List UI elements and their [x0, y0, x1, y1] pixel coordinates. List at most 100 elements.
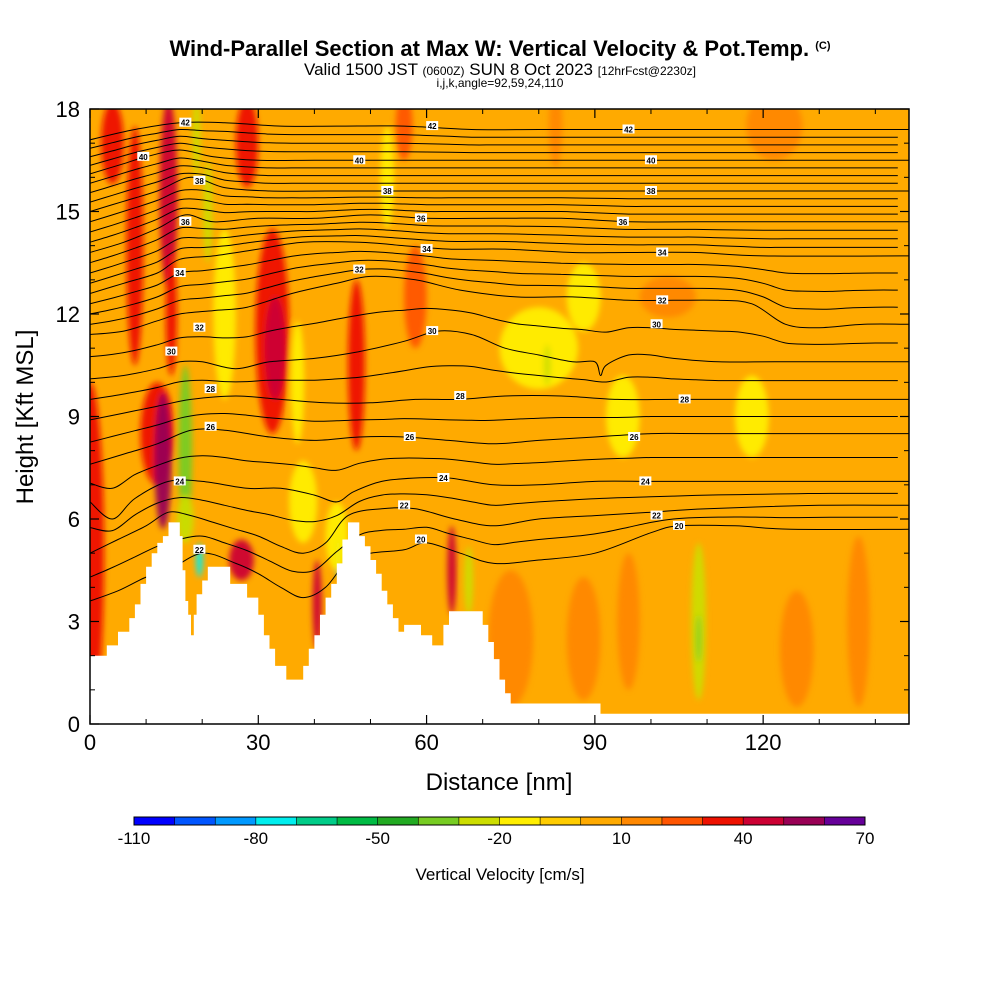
isentrope-label-bg	[426, 121, 439, 131]
isentrope-label: 42	[624, 126, 633, 135]
isentrope-minor	[90, 157, 898, 184]
velocity-cell	[566, 577, 601, 701]
isentrope-minor	[90, 142, 898, 166]
isentrope-label-bg	[204, 384, 217, 394]
isentrope-minor	[90, 268, 898, 325]
isentrope-label-bg	[656, 295, 669, 305]
velocity-cell	[126, 126, 144, 366]
velocity-cell	[543, 344, 551, 386]
isentrope-label-bg	[193, 544, 206, 554]
velocity-cell	[404, 245, 427, 349]
isentrope-label-bg	[628, 432, 641, 441]
isentrope-label-bg	[644, 186, 657, 195]
y-axis-title: Height [Kft MSL]	[12, 330, 39, 505]
velocity-cell	[380, 126, 395, 229]
isentrope-label: 34	[422, 245, 431, 254]
isentropes	[90, 121, 909, 602]
isentrope-label-bg	[173, 268, 186, 277]
isentrope-label-bg	[403, 432, 416, 441]
isentrope-minor	[90, 307, 898, 358]
isentrope-30	[90, 330, 909, 380]
x-axis-title: Distance [nm]	[426, 769, 573, 796]
y-tick-label: 18	[56, 97, 80, 122]
isentrope-label-bg	[398, 500, 411, 510]
x-tick-label: 30	[246, 730, 270, 755]
isentrope-minor	[90, 128, 898, 149]
velocity-cell	[176, 495, 194, 543]
isentrope-minor	[90, 365, 898, 400]
isentrope-label: 28	[456, 392, 465, 401]
isentrope-label: 24	[641, 477, 650, 486]
velocity-cell	[165, 252, 177, 376]
colorbar-tick-label: -80	[244, 829, 269, 848]
isentrope-minor	[90, 259, 898, 315]
velocity-field	[90, 109, 870, 724]
isentrope-label: 36	[181, 218, 190, 227]
terrain	[90, 522, 909, 724]
isentrope-label: 32	[195, 324, 204, 333]
isentrope-label: 22	[195, 546, 204, 555]
colorbar-swatch	[296, 817, 338, 825]
isentrope-label: 34	[175, 269, 184, 278]
isentrope-label-bg	[414, 534, 427, 544]
chart-title: Wind-Parallel Section at Max W: Vertical…	[0, 36, 1000, 62]
isentrope-label: 40	[139, 153, 148, 162]
colorbar-tick-label: 40	[734, 829, 753, 848]
isentrope-label-bg	[137, 151, 150, 161]
isentrope-label: 42	[181, 119, 190, 128]
colorbar-swatch	[540, 817, 582, 825]
title-main: Wind-Parallel Section at Max W: Vertical…	[169, 36, 810, 61]
y-tick-label: 3	[68, 610, 80, 635]
isentrope-label: 38	[383, 187, 392, 196]
velocity-cell	[229, 539, 254, 581]
colorbar-swatch	[580, 817, 622, 825]
velocity-cell	[779, 590, 814, 707]
isentrope-minor	[90, 172, 898, 203]
y-tick-label: 12	[56, 302, 80, 327]
velocity-cell	[154, 392, 172, 530]
isentrope-label: 42	[428, 122, 437, 131]
colorbar-swatch	[134, 817, 176, 825]
velocity-cell	[235, 109, 259, 188]
isentrope-label: 30	[428, 327, 437, 336]
valid-date: SUN 8 Oct 2023	[469, 60, 594, 79]
isentrope-label-bg	[173, 476, 186, 486]
colorbar-swatch	[215, 817, 257, 825]
velocity-cell	[290, 320, 305, 444]
isentrope-label-bg	[454, 391, 467, 400]
isentrope-label-bg	[193, 175, 206, 185]
isentrope-label: 26	[206, 423, 215, 432]
chart-indices: i,j,k,angle=92,59,24,110	[436, 76, 564, 90]
valid-utc: (0600Z)	[422, 64, 465, 78]
isentrope-label: 26	[630, 433, 639, 442]
isentrope-label-bg	[644, 155, 657, 165]
velocity-cell	[213, 228, 236, 400]
colorbar-tick-label: -110	[118, 829, 151, 848]
isentrope-minor	[90, 198, 898, 233]
velocity-cell	[548, 109, 563, 168]
colorbar-swatch	[661, 817, 704, 825]
velocity-cell	[178, 365, 193, 537]
colorbar-swatch	[337, 817, 379, 825]
isentrope-label-bg	[678, 394, 691, 404]
isentrope-label: 24	[175, 477, 184, 486]
colorbar-swatch	[621, 817, 663, 825]
isentrope-label: 36	[417, 214, 426, 223]
isentrope-label-bg	[420, 244, 433, 254]
velocity-cell	[746, 109, 803, 161]
isentrope-minor	[90, 221, 898, 264]
isentrope-label-bg	[414, 213, 427, 223]
colorbar-swatch	[824, 817, 866, 825]
isentrope-label: 34	[658, 249, 667, 258]
chart-subtitle: Valid 1500 JST (0600Z) SUN 8 Oct 2023 [1…	[0, 60, 1000, 80]
isentrope-minor	[90, 455, 898, 490]
x-tick-label: 120	[745, 730, 782, 755]
isentrope-label: 20	[417, 536, 426, 545]
velocity-cell	[90, 382, 105, 724]
velocity-cell	[847, 536, 870, 707]
isentrope-28	[90, 395, 909, 421]
colorbar-swatch	[418, 817, 460, 825]
isentrope-label: 36	[618, 218, 627, 227]
plot-area: 42 42 42 40 40 40 38 38 38 36 36 36 34 34 34 32 32 32 30 30…	[90, 109, 909, 724]
